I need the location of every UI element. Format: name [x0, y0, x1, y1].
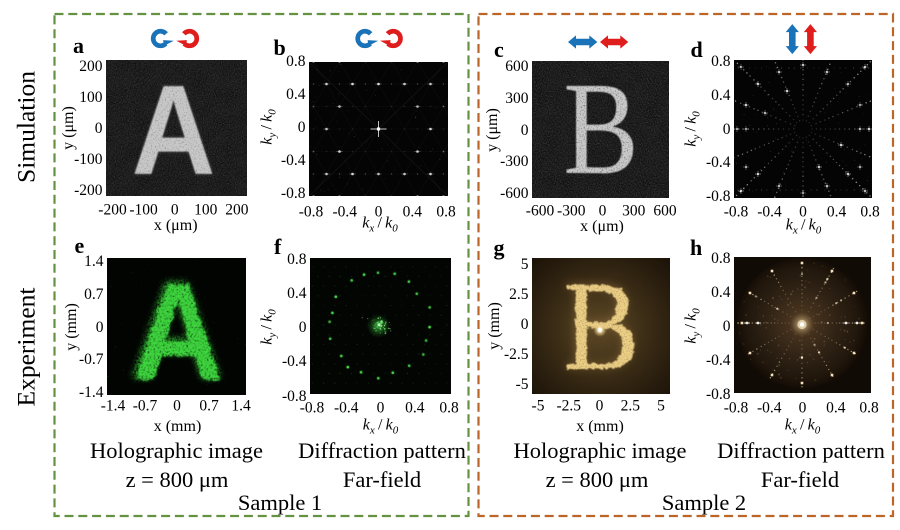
svg-text:B: B — [563, 61, 638, 198]
svg-text:A: A — [131, 258, 222, 395]
svg-text:A: A — [132, 60, 215, 196]
svg-text:A: A — [132, 60, 215, 196]
